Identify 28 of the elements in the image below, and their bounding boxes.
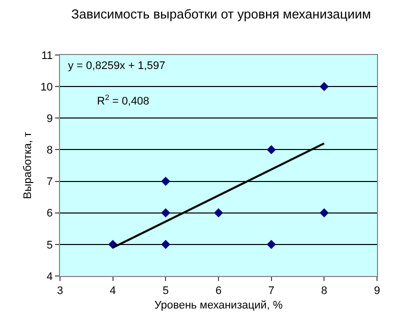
y-tick-label: 10 [40,81,53,94]
point [320,82,329,92]
y-tick-label: 4 [46,270,53,283]
x-tick-label: 5 [162,285,169,298]
chart-title: Зависимость выработки от уровня механизациим [71,6,372,22]
point [214,208,224,218]
x-tick-label: 3 [56,285,64,298]
y-tick-label: 11 [41,50,53,62]
x-tick-label: 7 [268,285,274,298]
y-axis-title: Выработка, т [22,132,34,200]
annotation: y = 0,8259x + 1,597 [68,60,166,72]
x-tick-label: 4 [110,285,116,298]
y-tick-label: 5 [46,239,53,252]
y-tick-label: 7 [46,176,53,188]
point [161,176,170,186]
point [320,208,329,218]
point [161,208,170,218]
point [266,240,276,249]
point [161,240,170,249]
annotation: R$^{2}$ = 0,408 [97,93,150,108]
y-tick-label: 8 [46,144,53,157]
y-tick-label: 9 [46,112,53,125]
x-axis-title: Уровень механизаций, % [154,299,283,312]
point [266,145,276,154]
x-tick-label: 6 [215,285,222,298]
x-tick-label: 9 [374,285,380,298]
x-tick-label: 8 [321,285,328,298]
y-tick-label: 6 [46,208,53,220]
